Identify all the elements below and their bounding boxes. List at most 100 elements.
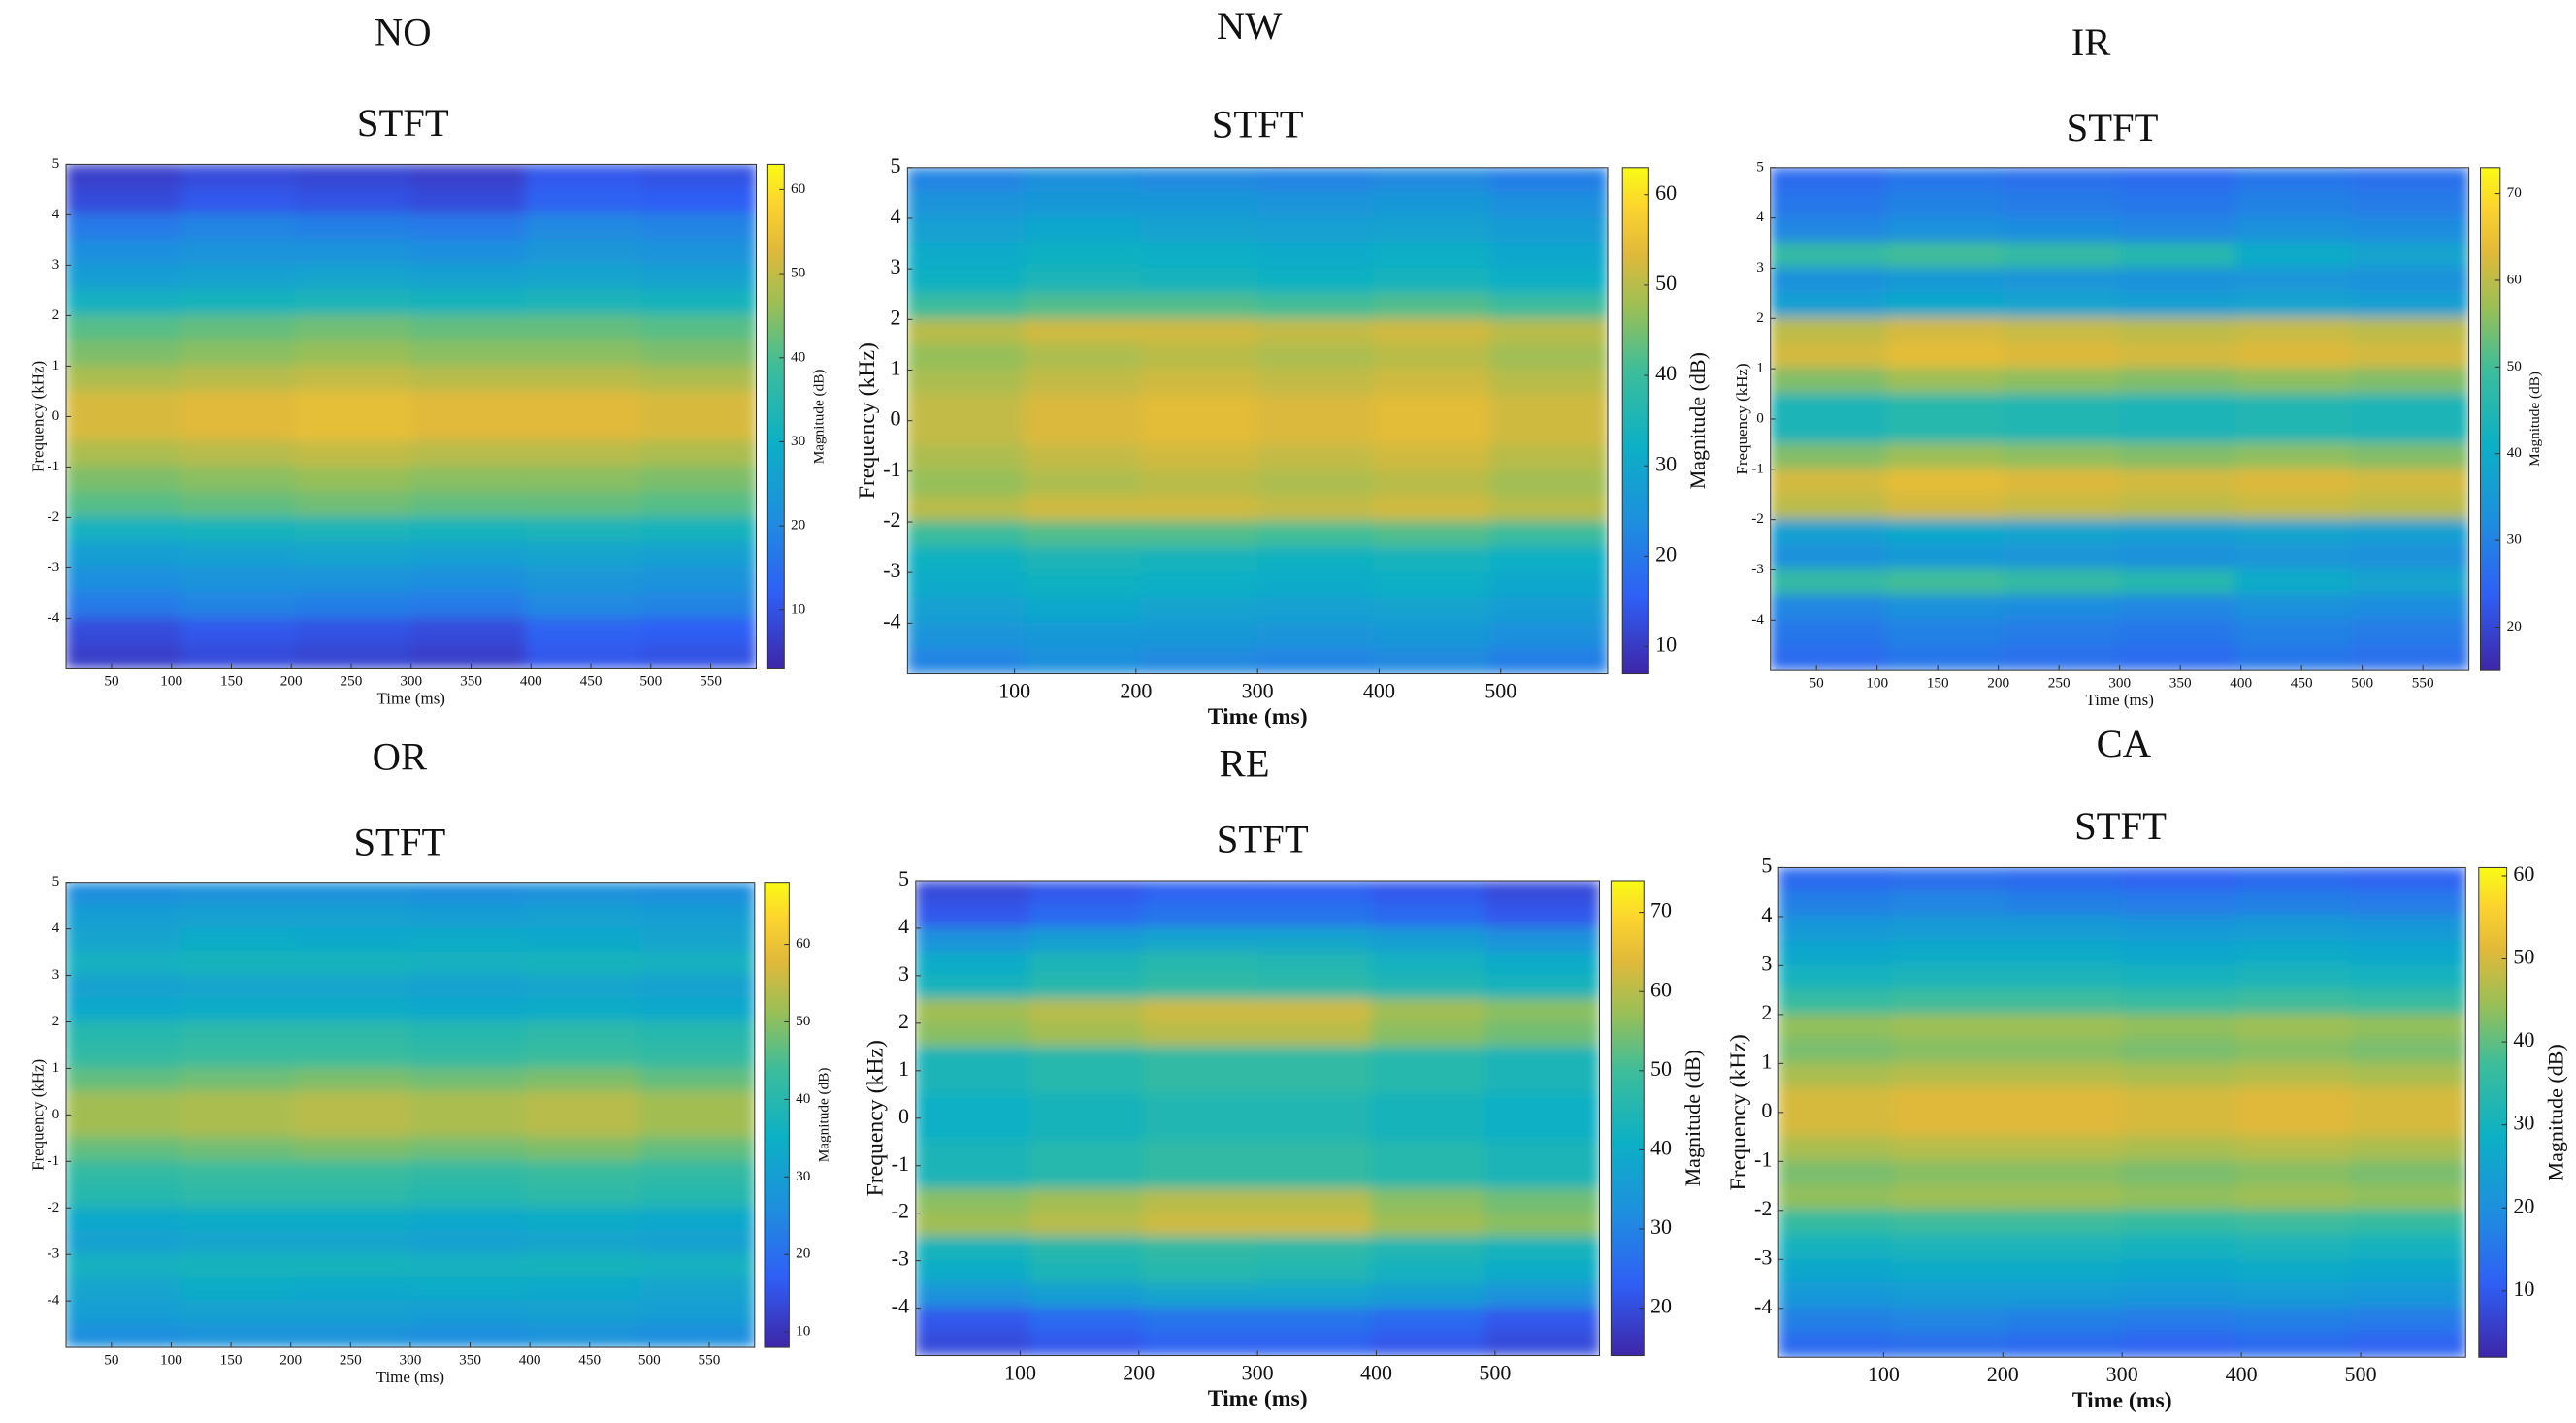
cell <box>66 882 182 907</box>
cell <box>409 974 527 1000</box>
cell <box>1028 927 1145 954</box>
cell <box>1778 1014 1895 1040</box>
cell <box>2002 518 2121 546</box>
cell <box>1778 940 1895 967</box>
cell <box>2351 468 2469 496</box>
cell <box>1370 1212 1486 1239</box>
cell <box>2121 867 2238 893</box>
cell <box>1373 318 1492 346</box>
cell <box>1885 342 2005 370</box>
cell <box>907 343 1026 372</box>
cell <box>2234 267 2354 295</box>
cell <box>640 541 757 569</box>
cell <box>524 1020 641 1047</box>
cell <box>1142 1141 1259 1167</box>
cell <box>1023 546 1142 574</box>
cell <box>1892 1136 2009 1163</box>
cell <box>2351 594 2469 622</box>
cell <box>915 1283 1031 1310</box>
cell <box>2234 619 2354 647</box>
cell <box>1142 951 1259 977</box>
cell <box>1770 317 1888 345</box>
cell <box>2350 1282 2466 1310</box>
y-tick-label: 4 <box>1761 902 1772 926</box>
cell <box>524 1137 641 1163</box>
colorbar-tick-label: 10 <box>2513 1277 2534 1301</box>
cell <box>1373 546 1492 574</box>
cell <box>1028 1259 1145 1285</box>
cell <box>295 617 412 645</box>
cell <box>1484 1212 1600 1239</box>
panel: RE STFT 100 200 300 400 500 Time (ms) -4 -3 -2 -1 0 1… <box>864 741 1706 1411</box>
cell <box>1885 644 2005 671</box>
cell <box>1770 644 1888 671</box>
cell <box>1370 1116 1486 1144</box>
cell <box>640 264 757 292</box>
cell <box>2002 468 2121 496</box>
cell <box>1370 1046 1486 1072</box>
cell <box>1023 622 1142 650</box>
cell <box>1256 243 1376 270</box>
cell <box>640 188 757 216</box>
cell <box>1373 167 1492 194</box>
cell <box>915 1307 1031 1333</box>
cell <box>1142 1259 1259 1285</box>
cell <box>1023 394 1142 422</box>
cell <box>1885 267 2005 295</box>
cell <box>409 617 528 645</box>
cell <box>179 264 298 292</box>
cell <box>2350 916 2466 942</box>
x-tick-label: 400 <box>1360 1360 1392 1384</box>
cell <box>907 243 1026 270</box>
x-tick-label: 300 <box>400 673 422 690</box>
cell <box>525 466 642 494</box>
colorbar-tick-label: 50 <box>2513 945 2534 969</box>
cell <box>1484 975 1600 1001</box>
cell <box>294 1114 411 1140</box>
colorbar-tick-label: 60 <box>796 935 811 952</box>
cell <box>1770 342 1888 370</box>
cell <box>2234 493 2354 521</box>
x-axis-label: Time (ms) <box>1208 1386 1308 1411</box>
cell <box>1885 443 2005 470</box>
x-tick-label: 150 <box>220 673 243 690</box>
cell <box>2002 242 2121 270</box>
cell <box>1023 469 1142 498</box>
y-axis-label: Frequency (kHz) <box>28 361 47 472</box>
cell <box>640 340 757 368</box>
x-tick-label: 500 <box>1484 678 1516 702</box>
cell <box>1778 1062 1895 1089</box>
y-tick-label: 1 <box>1756 360 1764 376</box>
x-tick-label: 100 <box>998 678 1030 702</box>
cell <box>294 1160 411 1186</box>
cell <box>2006 890 2124 918</box>
cell <box>1892 1307 2009 1334</box>
cell <box>1484 1022 1600 1049</box>
cell <box>1778 867 1895 893</box>
cell <box>1770 216 1888 244</box>
cell <box>2350 1038 2466 1065</box>
cell <box>2118 518 2237 546</box>
cell <box>1023 521 1142 548</box>
cell <box>1142 927 1259 954</box>
cell <box>1770 191 1888 219</box>
colorbar-tick-label: 20 <box>796 1245 811 1262</box>
cell <box>2351 644 2469 671</box>
cell <box>409 1183 527 1210</box>
cell <box>2006 1258 2124 1285</box>
cell <box>409 882 527 907</box>
colorbar-tick-label: 40 <box>2507 444 2523 461</box>
x-tick-label: 50 <box>104 673 119 690</box>
cell <box>2002 644 2121 671</box>
cell <box>1023 496 1142 523</box>
cell <box>640 213 757 242</box>
panel-subtitle: STFT <box>2067 106 2159 149</box>
y-tick-label: -4 <box>892 1294 909 1318</box>
y-tick-label: -1 <box>892 1151 909 1176</box>
cell <box>2121 988 2238 1016</box>
panel-title: CA <box>2097 722 2152 765</box>
x-tick-label: 100 <box>160 673 182 690</box>
cell <box>1142 903 1259 929</box>
x-axis-label: Time (ms) <box>2072 1388 2172 1413</box>
